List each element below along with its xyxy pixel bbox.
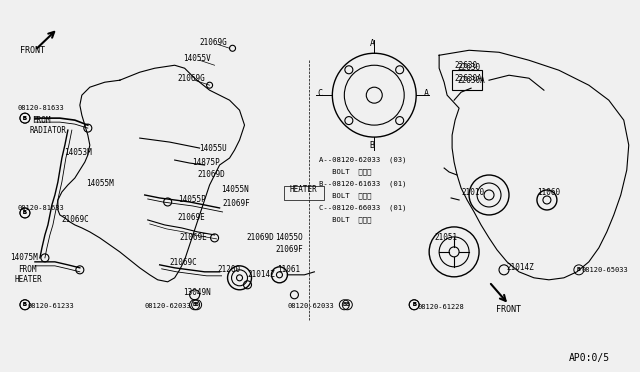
Text: 14055N: 14055N — [221, 186, 250, 195]
Text: 21010: 21010 — [461, 189, 484, 198]
Text: 08120-81633: 08120-81633 — [18, 105, 65, 111]
Text: B: B — [412, 302, 416, 307]
Text: A: A — [424, 89, 429, 98]
Text: A--08120-62033  (03): A--08120-62033 (03) — [319, 157, 407, 163]
Text: 13049N: 13049N — [182, 288, 211, 297]
Text: 11060: 11060 — [537, 189, 560, 198]
Text: A: A — [370, 39, 375, 48]
Text: AP0:0/5: AP0:0/5 — [569, 353, 610, 363]
Text: 21069C: 21069C — [170, 258, 197, 267]
Text: 22630: 22630 — [457, 63, 480, 72]
Text: 21069E: 21069E — [180, 233, 207, 243]
Text: 08120-61228: 08120-61228 — [417, 304, 464, 310]
Text: 08120-62033: 08120-62033 — [287, 303, 334, 309]
Bar — [452, 70, 482, 90]
Text: 08120-65033: 08120-65033 — [582, 267, 628, 273]
Text: 21069G: 21069G — [200, 38, 227, 47]
Text: 22630A: 22630A — [454, 74, 482, 83]
Text: B: B — [23, 116, 27, 121]
Text: 14075M: 14075M — [10, 253, 38, 262]
Text: B: B — [23, 211, 27, 215]
Text: 11061: 11061 — [278, 265, 301, 274]
Text: 14875P: 14875P — [193, 158, 220, 167]
Text: B: B — [346, 302, 349, 307]
Text: 22630: 22630 — [454, 61, 477, 70]
Text: 21069C: 21069C — [62, 215, 90, 224]
Text: 21051: 21051 — [434, 233, 457, 243]
Text: BOLT  ボルト: BOLT ボルト — [319, 193, 372, 199]
Text: 14055U: 14055U — [200, 144, 227, 153]
Text: B: B — [23, 302, 27, 307]
Text: RADIATOR: RADIATOR — [30, 126, 67, 135]
Text: 21069E: 21069E — [178, 214, 205, 222]
Text: FROM: FROM — [32, 116, 51, 125]
Text: HEATER: HEATER — [289, 186, 317, 195]
Text: B: B — [23, 211, 27, 215]
Text: 14053M: 14053M — [64, 148, 92, 157]
Text: 14055M: 14055M — [86, 179, 113, 187]
Text: 21014Z: 21014Z — [248, 270, 275, 279]
Text: 08120-81633: 08120-81633 — [18, 205, 65, 211]
Text: C--08120-66033  (01): C--08120-66033 (01) — [319, 205, 407, 211]
Text: B: B — [342, 302, 346, 307]
Text: 14055O: 14055O — [275, 233, 303, 243]
Text: C: C — [317, 89, 323, 98]
Text: FROM: FROM — [18, 265, 36, 274]
Text: 14055V: 14055V — [182, 54, 211, 63]
Text: BOLT  ボルト: BOLT ボルト — [319, 217, 372, 223]
Text: 14055P: 14055P — [178, 195, 205, 205]
Text: B: B — [577, 267, 580, 272]
Text: B: B — [23, 302, 27, 307]
Text: FRONT: FRONT — [20, 46, 45, 55]
Text: FRONT: FRONT — [496, 305, 521, 314]
Text: HEATER: HEATER — [15, 275, 43, 284]
Text: 21069G: 21069G — [178, 74, 205, 83]
Text: B: B — [23, 116, 27, 121]
Text: B: B — [195, 302, 198, 307]
Text: 21200: 21200 — [218, 265, 241, 274]
Bar — [284, 186, 324, 200]
Text: BOLT  ボルト: BOLT ボルト — [319, 169, 372, 175]
Text: B--08120-61633  (01): B--08120-61633 (01) — [319, 181, 407, 187]
Text: 21069F: 21069F — [275, 246, 303, 254]
Text: 21069D: 21069D — [198, 170, 225, 179]
Text: B: B — [370, 141, 375, 150]
Text: 08120-62033: 08120-62033 — [145, 303, 191, 309]
Text: 21014Z: 21014Z — [506, 263, 534, 272]
Text: 08120-61233: 08120-61233 — [28, 303, 75, 309]
Text: B: B — [412, 302, 416, 307]
Text: 21069D: 21069D — [246, 233, 275, 243]
Text: 21069F: 21069F — [223, 199, 250, 208]
Text: 22630A: 22630A — [457, 76, 485, 85]
Text: B: B — [193, 302, 196, 307]
